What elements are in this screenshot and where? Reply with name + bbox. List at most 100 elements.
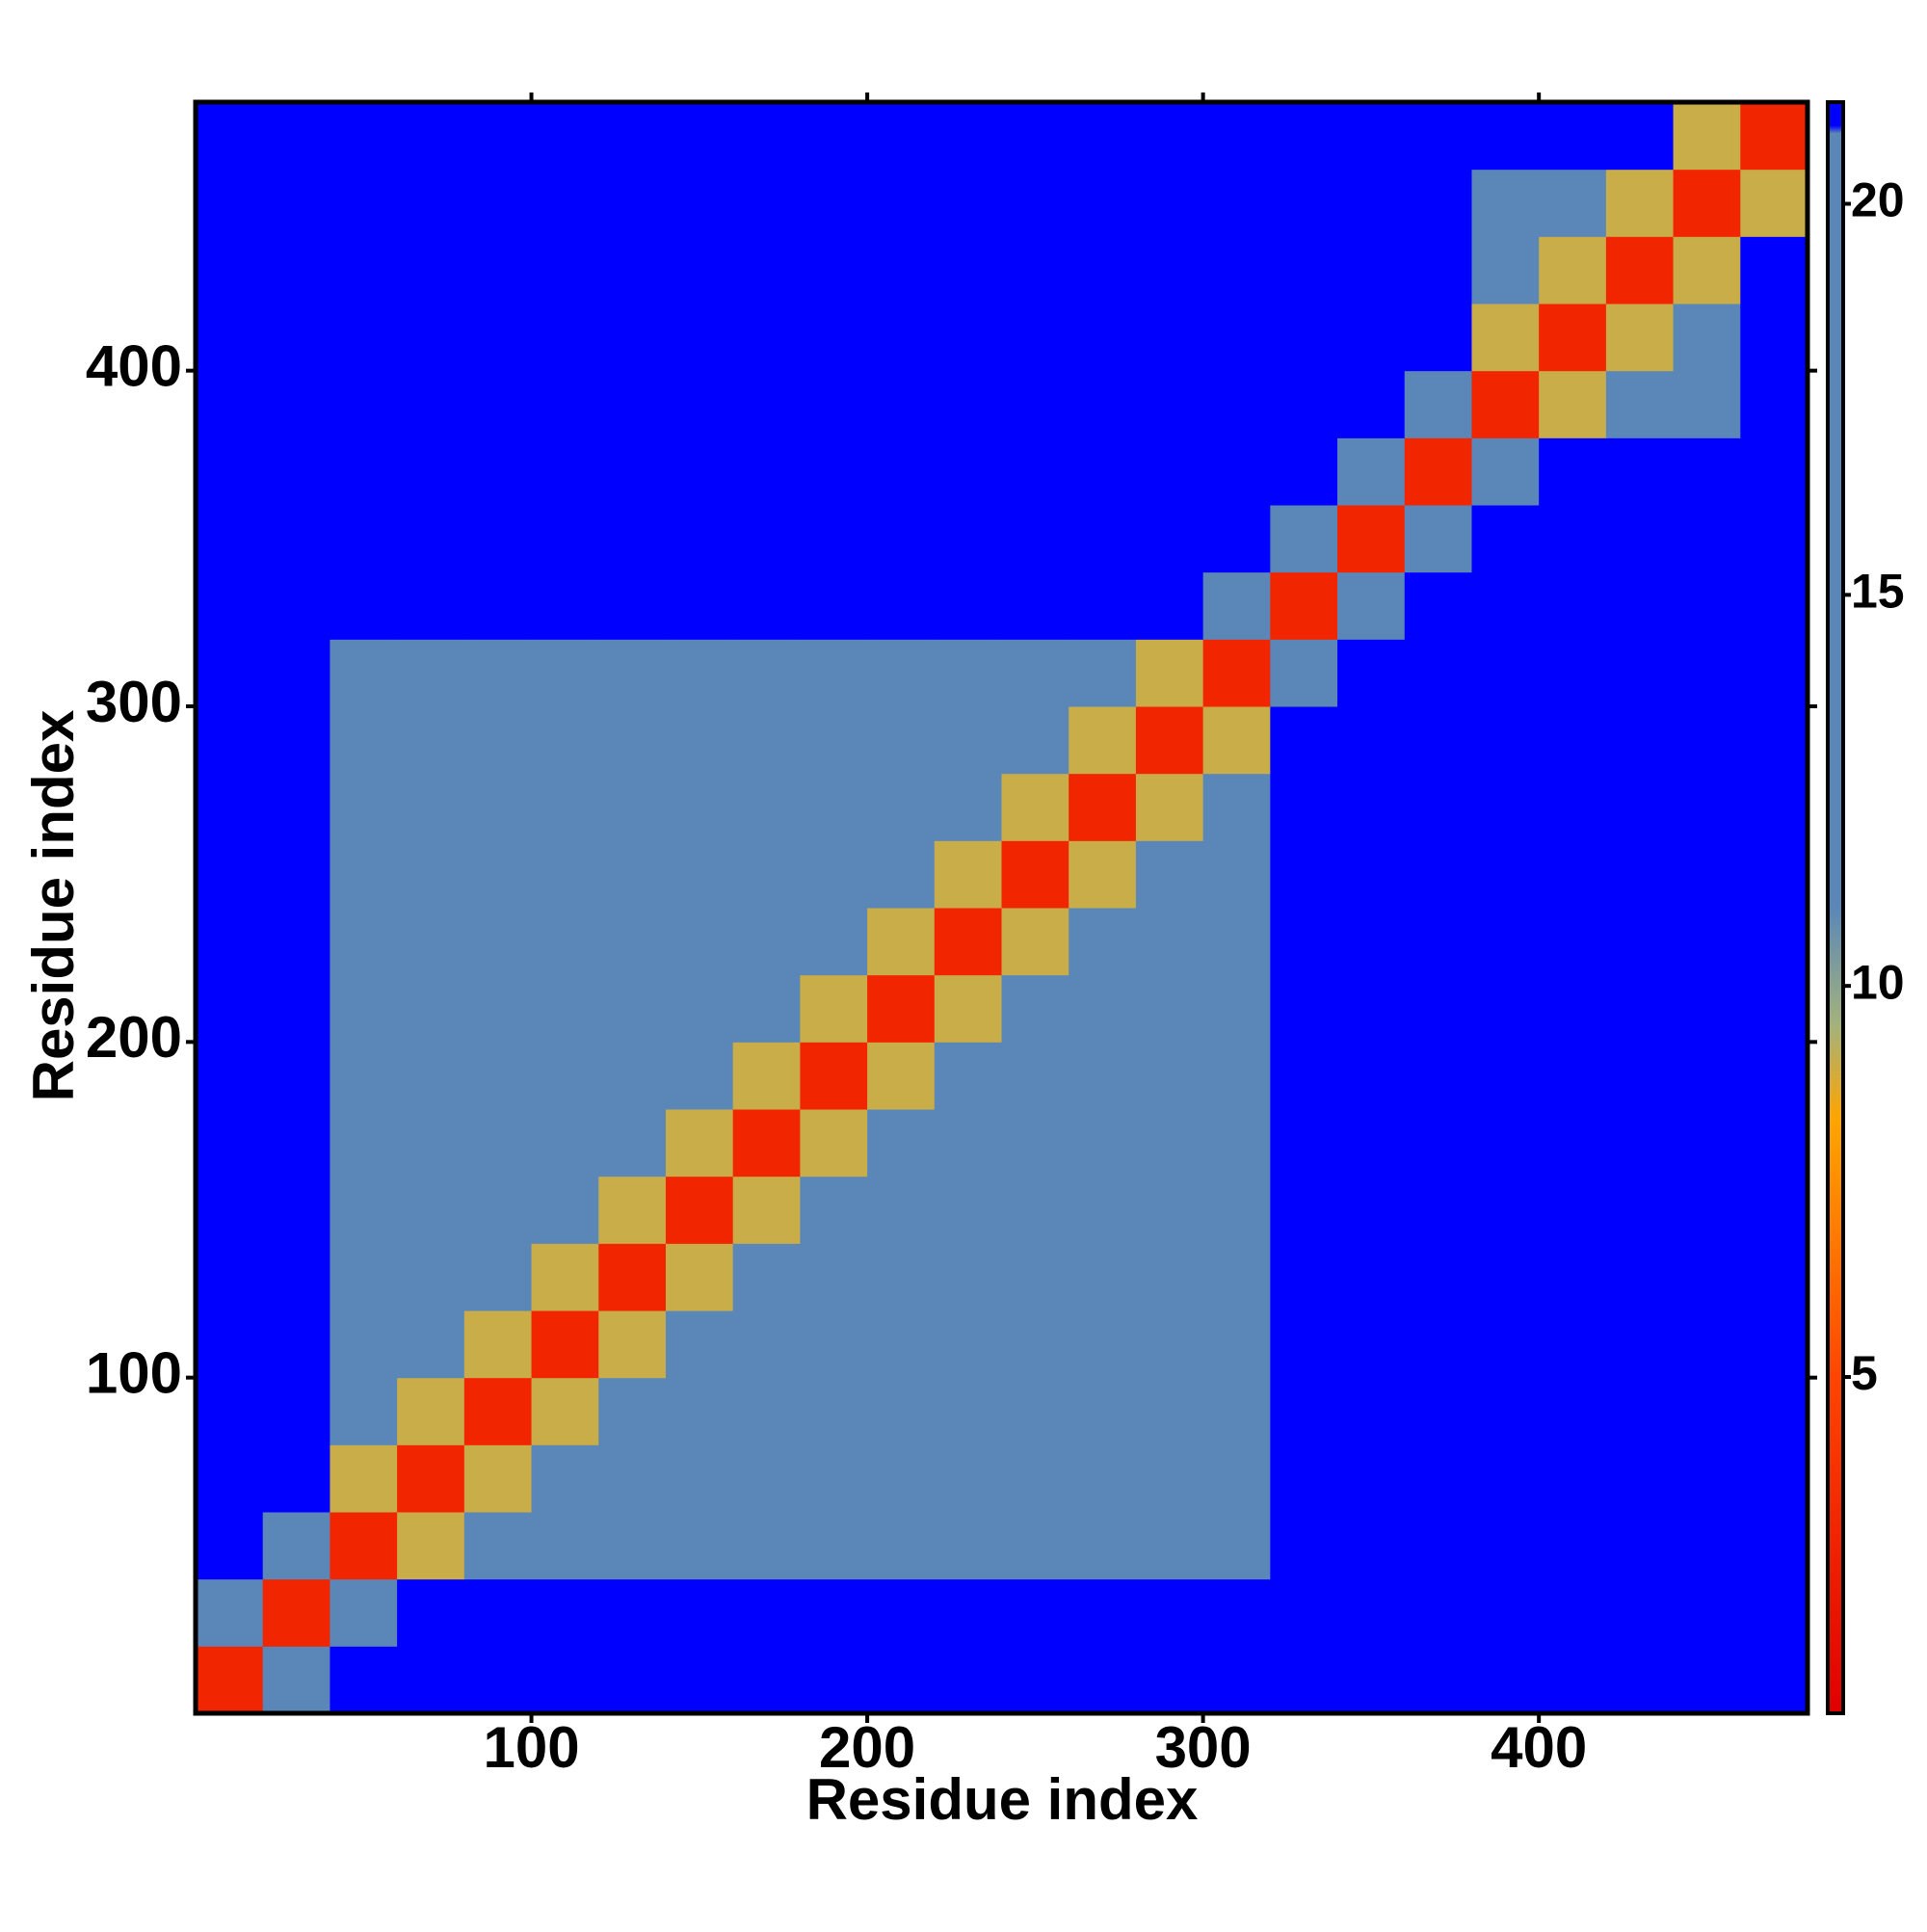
heatmap-cell (531, 370, 599, 438)
y-tick-label: 200 (86, 1005, 182, 1070)
heatmap-cell (1605, 1646, 1675, 1714)
heatmap-cell (934, 840, 1002, 909)
heatmap-cell (531, 1176, 599, 1244)
heatmap-cell (1673, 1176, 1741, 1244)
heatmap-cell (1605, 1377, 1675, 1445)
heatmap-cell (330, 1512, 398, 1580)
heatmap-cell (1001, 1176, 1069, 1244)
heatmap-cell (1471, 1109, 1540, 1178)
heatmap-cell (598, 773, 667, 841)
heatmap-cell (1539, 1243, 1607, 1311)
heatmap-cell (1673, 1109, 1741, 1178)
heatmap-cell (800, 169, 868, 237)
heatmap-cell (1135, 1512, 1204, 1580)
heatmap-cell (463, 437, 533, 506)
heatmap-cell (732, 1042, 801, 1110)
heatmap-cell (1404, 571, 1472, 640)
heatmap-cell (531, 437, 599, 506)
heatmap-cell (665, 370, 734, 438)
heatmap-cell (732, 1512, 801, 1580)
heatmap-cell (934, 437, 1002, 506)
heatmap-cell (1471, 169, 1540, 237)
heatmap-cell (397, 908, 465, 976)
heatmap-cell (1471, 102, 1540, 171)
heatmap-cell (1202, 1109, 1271, 1178)
heatmap-cell (1673, 437, 1741, 506)
heatmap-cell (196, 1109, 264, 1178)
heatmap-cell (1740, 1109, 1808, 1178)
heatmap-cell (732, 1176, 801, 1244)
heatmap-cell (1001, 1042, 1069, 1110)
heatmap-cell (800, 236, 868, 304)
heatmap-cell (1740, 974, 1808, 1043)
heatmap-cell (1337, 639, 1406, 707)
heatmap-cell (934, 908, 1002, 976)
heatmap-cell (1673, 236, 1741, 304)
heatmap-cell (1069, 706, 1137, 775)
heatmap-cell (1539, 706, 1607, 775)
heatmap-cell (867, 1042, 936, 1110)
heatmap-cell (1740, 437, 1808, 506)
y-axis-title: Residue index (21, 710, 86, 1102)
heatmap-cell (1471, 908, 1540, 976)
heatmap-cell (1673, 1578, 1741, 1647)
heatmap-cell (196, 706, 264, 775)
heatmap-cell (1001, 1578, 1069, 1647)
heatmap-cell (1135, 773, 1204, 841)
heatmap-cell (800, 102, 868, 171)
heatmap-cell (867, 1243, 936, 1311)
heatmap-cell (1069, 974, 1137, 1043)
heatmap-cell (1673, 706, 1741, 775)
heatmap-cell (1404, 1512, 1472, 1580)
heatmap-cell (262, 1444, 330, 1513)
heatmap-cell (1001, 1646, 1069, 1714)
heatmap-cell (1069, 1310, 1137, 1379)
heatmap-cell (665, 1042, 734, 1110)
heatmap-cell (867, 1310, 936, 1379)
heatmap-cell (1001, 102, 1069, 171)
heatmap-cell (1135, 571, 1204, 640)
heatmap-cell (598, 1176, 667, 1244)
heatmap-cell (1740, 1042, 1808, 1110)
heatmap-cell (463, 1042, 533, 1110)
heatmap-cell (1673, 1444, 1741, 1513)
heatmap-cell (1135, 437, 1204, 506)
heatmap-cell (598, 840, 667, 909)
heatmap-cell (1404, 1578, 1472, 1647)
heatmap-cell (531, 908, 599, 976)
heatmap-cell (1605, 1176, 1675, 1244)
heatmap-cell (397, 505, 465, 573)
heatmap-cell (1404, 1310, 1472, 1379)
heatmap-cell (1471, 840, 1540, 909)
heatmap-cell (330, 169, 398, 237)
heatmap-cell (1069, 1578, 1137, 1647)
heatmap-cell (1337, 706, 1406, 775)
colorbar-tick-label: 20 (1851, 173, 1905, 227)
heatmap-cell (397, 1042, 465, 1110)
heatmap-cell (867, 304, 936, 372)
heatmap-cell (1270, 639, 1338, 707)
heatmap-cell (665, 840, 734, 909)
heatmap-cell (1069, 505, 1137, 573)
heatmap-cell (1001, 370, 1069, 438)
heatmap-cell (1135, 370, 1204, 438)
heatmap-cell (934, 773, 1002, 841)
heatmap-cell (1001, 773, 1069, 841)
heatmap-cell (665, 1243, 734, 1311)
heatmap-cell (1539, 1310, 1607, 1379)
heatmap-cell (262, 706, 330, 775)
heatmap-cell (463, 773, 533, 841)
heatmap-cell (800, 974, 868, 1043)
y-tick-label: 400 (86, 334, 182, 399)
heatmap-cell (1605, 1310, 1675, 1379)
heatmap-cell (262, 1310, 330, 1379)
heatmap-cell (1337, 1512, 1406, 1580)
heatmap-cell (1673, 304, 1741, 372)
heatmap-cell (1001, 639, 1069, 707)
heatmap-cell (1539, 773, 1607, 841)
heatmap-cell (262, 236, 330, 304)
heatmap-cell (665, 1578, 734, 1647)
heatmap-cell (598, 1444, 667, 1513)
heatmap-cell (1202, 1646, 1271, 1714)
heatmap-cell (463, 505, 533, 573)
